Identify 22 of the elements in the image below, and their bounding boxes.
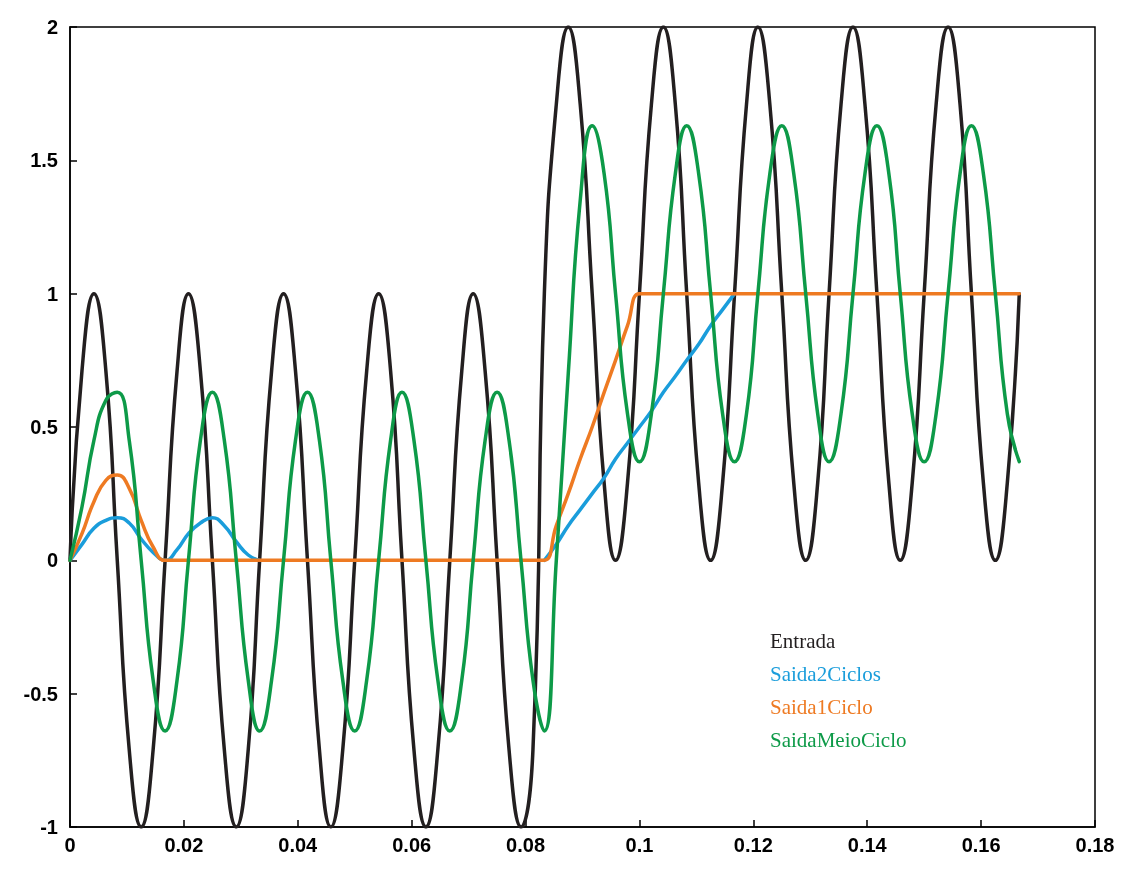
text: SaidaMeioCiclo <box>770 727 907 752</box>
x-tick-label: 0.16 <box>961 834 1001 856</box>
x-tick-label: 0.18 <box>1075 834 1115 856</box>
x-tick-label: 0.02 <box>164 834 204 856</box>
y-tick-label: -1 <box>40 816 58 838</box>
text: Saida1Ciclo <box>770 694 873 719</box>
y-tick-label: 2 <box>46 16 58 38</box>
x-tick-label: 0 <box>64 834 76 856</box>
y-tick-label: 0 <box>46 549 58 572</box>
x-tick-label: 0.14 <box>847 834 888 856</box>
y-tick-label: -0.5 <box>23 682 58 705</box>
y-tick-label: 1.5 <box>30 149 58 172</box>
x-tick-label: 0.06 <box>392 834 432 856</box>
x-tick-label: 0.04 <box>278 834 319 856</box>
text: Saida2Ciclos <box>770 661 881 686</box>
x-tick-label: 0.12 <box>733 834 773 856</box>
line-series <box>68 123 1022 733</box>
x-tick-label: 0.1 <box>625 834 654 856</box>
y-tick-label: 0.5 <box>30 416 58 438</box>
y-tick-label: 1 <box>46 282 58 305</box>
text: Entrada <box>770 628 836 653</box>
x-tick-label: 0.08 <box>506 834 546 856</box>
